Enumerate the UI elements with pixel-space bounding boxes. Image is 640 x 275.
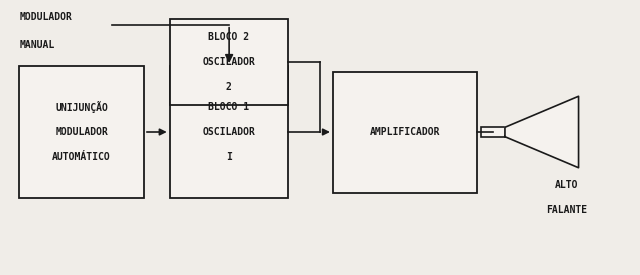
Text: MODULADOR: MODULADOR (55, 127, 108, 137)
Text: MODULADOR: MODULADOR (19, 12, 72, 22)
Text: AUTOMÁTICO: AUTOMÁTICO (52, 152, 111, 162)
Text: AMPLIFICADOR: AMPLIFICADOR (369, 127, 440, 137)
Text: MANUAL: MANUAL (19, 40, 54, 50)
Bar (170, 19, 288, 104)
Text: BLOCO 2: BLOCO 2 (208, 32, 250, 42)
Bar (333, 72, 477, 192)
Bar (170, 66, 288, 198)
Text: 2: 2 (226, 82, 232, 92)
Text: BLOCO 1: BLOCO 1 (208, 102, 250, 112)
Text: OSCILADOR: OSCILADOR (202, 57, 255, 67)
Bar (19, 66, 144, 198)
Bar (481, 127, 505, 137)
Text: ALTO: ALTO (555, 180, 578, 190)
Text: UNIJUNÇÃO: UNIJUNÇÃO (55, 101, 108, 113)
Text: FALANTE: FALANTE (546, 205, 587, 215)
Text: OSCILADOR: OSCILADOR (202, 127, 255, 137)
Text: I: I (226, 152, 232, 162)
Polygon shape (505, 96, 579, 168)
